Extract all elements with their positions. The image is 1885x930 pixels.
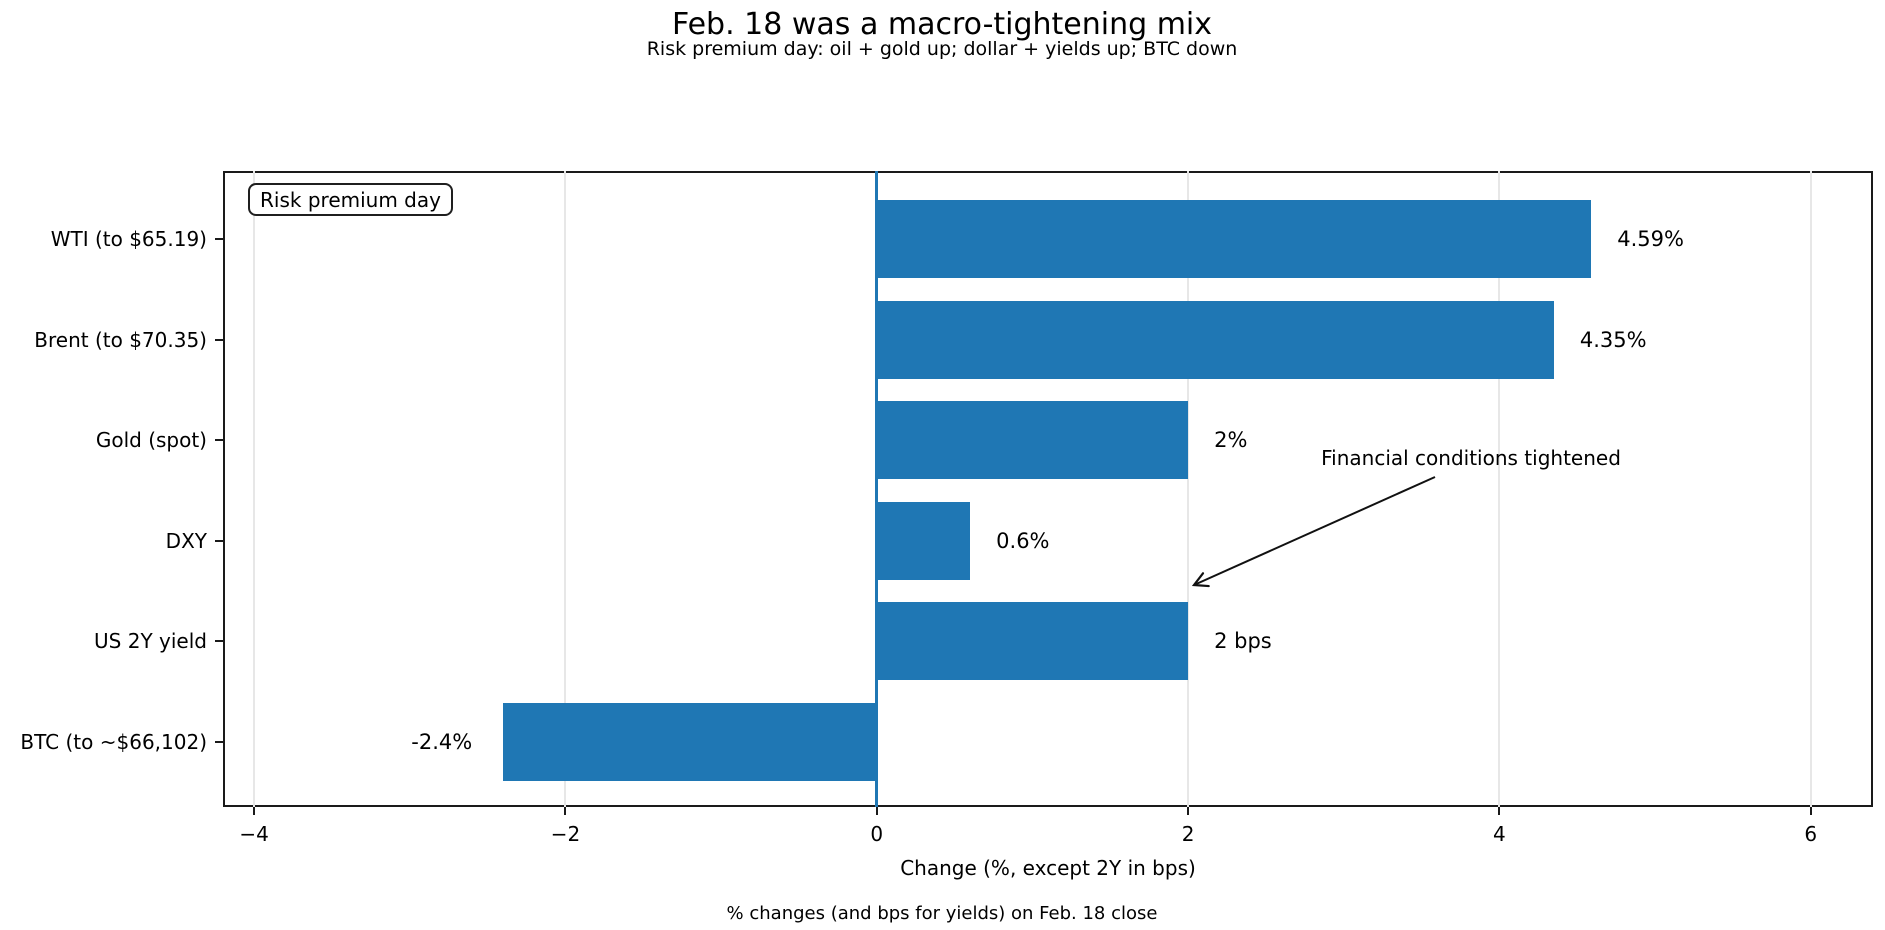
- bar-value-label: 2 bps: [1214, 629, 1272, 653]
- y-tick-mark: [215, 238, 223, 240]
- y-tick-label: US 2Y yield: [94, 629, 207, 653]
- bar: [876, 501, 971, 580]
- y-tick-label: DXY: [165, 528, 207, 553]
- gridline: [253, 171, 256, 807]
- zero-line: [875, 171, 879, 807]
- gridline: [564, 171, 567, 807]
- bar: [876, 602, 1189, 680]
- y-tick-label: Gold (spot): [95, 428, 207, 452]
- y-tick-mark: [215, 740, 223, 743]
- y-tick-label: WTI (to $65.19): [50, 227, 207, 251]
- x-tick-mark: [1498, 807, 1501, 815]
- plot-area-border: [223, 171, 1873, 807]
- annotation-text: Financial conditions tightened: [1321, 446, 1621, 470]
- x-axis-label: Change (%, except 2Y in bps): [900, 856, 1196, 880]
- x-tick-label: 4: [1493, 822, 1506, 846]
- bar-value-label: 4.59%: [1617, 227, 1684, 251]
- x-tick-mark: [253, 807, 256, 815]
- y-tick-label: BTC (to ~$66,102): [20, 729, 207, 754]
- x-tick-label: 6: [1804, 822, 1818, 846]
- legend-box: Risk premium day: [248, 183, 453, 216]
- y-tick-mark: [215, 338, 223, 341]
- y-tick-mark: [215, 640, 223, 642]
- chart-title: Feb. 18 was a macro-tightening mix: [671, 7, 1213, 42]
- x-tick-mark: [1809, 807, 1812, 815]
- x-tick-mark: [564, 807, 567, 815]
- x-tick-mark: [1187, 807, 1190, 815]
- gridline: [1187, 171, 1190, 807]
- bar: [876, 300, 1554, 379]
- bar: [876, 401, 1189, 479]
- bar-value-label: 2%: [1214, 428, 1248, 452]
- gridline: [1809, 171, 1812, 807]
- bar-value-label: 4.35%: [1579, 327, 1647, 352]
- x-tick-mark: [875, 807, 878, 815]
- x-tick-label: −2: [550, 822, 581, 846]
- y-tick-mark: [215, 539, 223, 542]
- y-tick-label: Brent (to $70.35): [34, 327, 207, 352]
- bar: [876, 200, 1592, 278]
- gridline: [1498, 171, 1501, 807]
- x-tick-label: −4: [239, 822, 269, 846]
- bar-value-label: 0.6%: [996, 528, 1050, 553]
- y-tick-mark: [215, 439, 223, 441]
- bar-value-label: -2.4%: [411, 729, 473, 754]
- x-tick-label: 0: [870, 822, 884, 846]
- bar: [503, 702, 877, 781]
- x-tick-label: 2: [1181, 822, 1195, 846]
- footnote: % changes (and bps for yields) on Feb. 1…: [726, 903, 1158, 924]
- legend-box-label: Risk premium day: [260, 187, 441, 212]
- chart-subtitle: Risk premium day: oil + gold up; dollar …: [646, 38, 1238, 60]
